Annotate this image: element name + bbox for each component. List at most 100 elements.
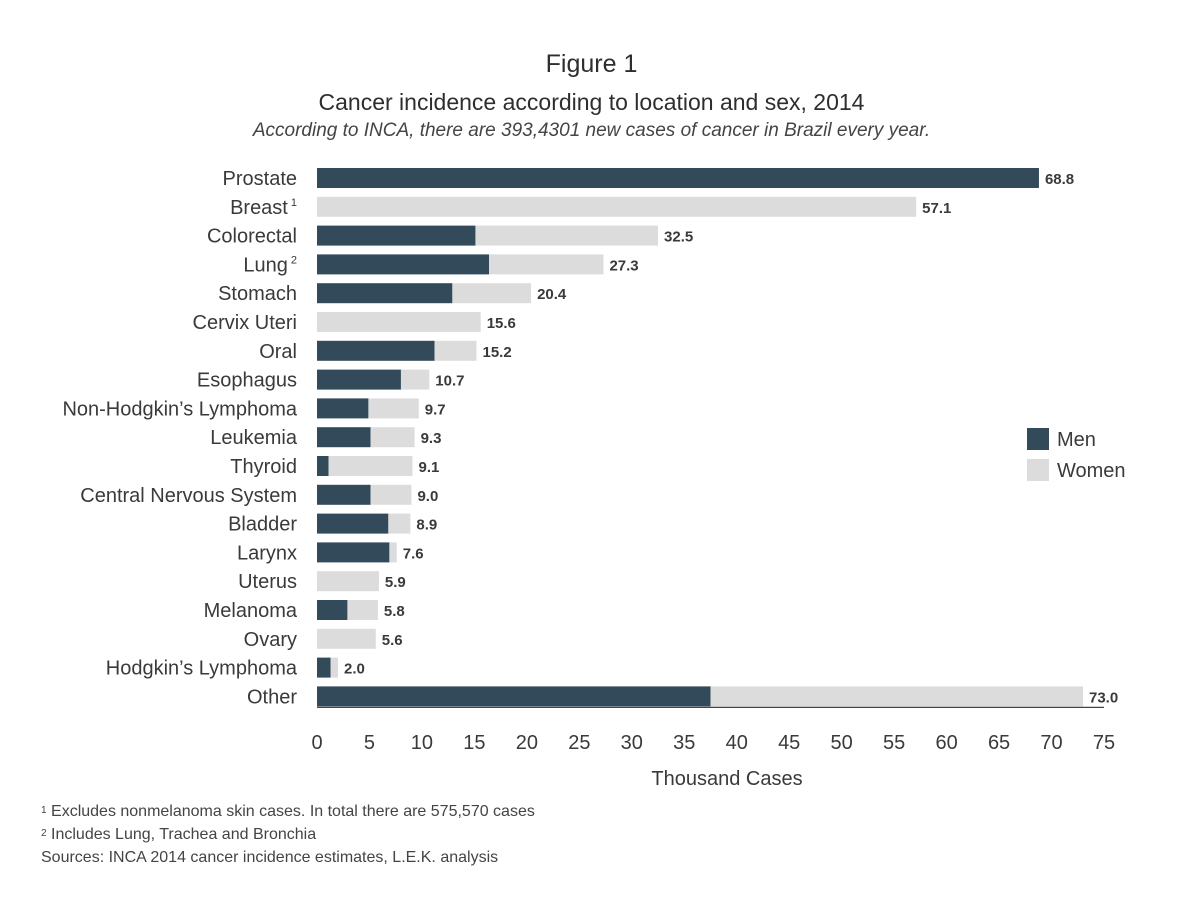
total-value-label: 7.6 <box>403 545 424 562</box>
x-tick-label: 30 <box>621 732 643 754</box>
bar-men <box>317 456 329 476</box>
total-value-label: 15.6 <box>487 315 516 332</box>
footnote-1: 1 Excludes nonmelanoma skin cases. In to… <box>41 803 535 820</box>
x-tick-label: 45 <box>778 732 800 754</box>
total-value-label: 8.9 <box>416 517 437 534</box>
legend-swatch <box>1027 459 1049 481</box>
bar-women <box>317 196 917 217</box>
bar-men <box>317 484 371 505</box>
bar-women <box>370 484 412 505</box>
bar-women <box>389 542 397 563</box>
footnotes: 1 Excludes nonmelanoma skin cases. In to… <box>41 800 535 869</box>
category-label: Non-Hodgkin’s Lymphoma <box>62 398 297 420</box>
bar-women <box>370 427 415 448</box>
legend-swatch <box>1027 428 1049 450</box>
category-label: Larynx <box>237 542 297 564</box>
bar-men <box>317 398 369 419</box>
total-value-label: 68.8 <box>1045 171 1074 188</box>
bar-men <box>317 542 390 563</box>
bar-women <box>434 340 477 361</box>
bar-men <box>317 513 389 534</box>
x-tick-label: 50 <box>831 732 853 754</box>
total-value-label: 5.9 <box>385 574 406 591</box>
x-tick-label: 70 <box>1040 732 1062 754</box>
x-tick-label: 0 <box>311 732 322 754</box>
category-label: Leukemia <box>210 427 298 449</box>
sources-note: Sources: INCA 2014 cancer incidence esti… <box>41 849 499 866</box>
bar-women <box>400 369 430 390</box>
chart-title: Cancer incidence according to location a… <box>318 89 865 115</box>
category-label: Hodgkin’s Lymphoma <box>106 658 298 680</box>
bar-men <box>317 340 435 361</box>
total-value-label: 9.0 <box>417 488 438 505</box>
bar-women <box>388 513 411 534</box>
legend-label: Women <box>1057 460 1126 482</box>
category-label: Colorectal <box>207 226 297 248</box>
bar-men <box>317 369 401 390</box>
total-value-label: 9.7 <box>425 401 446 418</box>
category-label: Melanoma <box>204 600 298 622</box>
category-label: Central Nervous System <box>80 485 297 507</box>
bar-women <box>475 225 659 246</box>
x-tick-label: 65 <box>988 732 1010 754</box>
bar-men <box>317 427 371 448</box>
x-tick-label: 60 <box>935 732 957 754</box>
x-tick-label: 55 <box>883 732 905 754</box>
category-label: Prostate <box>223 168 297 190</box>
bar-women <box>710 686 1084 707</box>
total-value-label: 2.0 <box>344 661 365 678</box>
bar-women <box>317 628 376 649</box>
total-value-label: 20.4 <box>537 286 567 303</box>
total-value-label: 15.2 <box>482 344 511 361</box>
category-label: Ovary <box>244 629 297 651</box>
x-tick-label: 15 <box>463 732 485 754</box>
bar-women <box>368 398 419 419</box>
bar-women <box>347 600 378 620</box>
category-label: Lung 2 <box>243 254 297 276</box>
x-tick-label: 20 <box>516 732 538 754</box>
bar-men <box>317 225 476 246</box>
total-value-label: 5.8 <box>384 603 405 620</box>
x-tick-label: 25 <box>568 732 590 754</box>
category-label: Oral <box>259 341 297 363</box>
category-label: Breast 1 <box>230 197 297 219</box>
x-tick-label: 10 <box>411 732 433 754</box>
total-value-label: 9.1 <box>418 459 439 476</box>
bar-women <box>317 312 481 332</box>
category-label: Other <box>247 686 297 708</box>
category-label: Stomach <box>218 283 297 305</box>
bar-men <box>317 657 331 678</box>
chart-subtitle: According to INCA, there are 393,4301 ne… <box>252 120 931 141</box>
bar-women <box>452 283 532 304</box>
category-label: Uterus <box>238 571 297 593</box>
bar-men <box>317 254 490 275</box>
total-value-label: 27.3 <box>609 257 638 274</box>
total-value-label: 9.3 <box>421 430 442 447</box>
total-value-label: 10.7 <box>435 373 464 390</box>
x-axis-title: Thousand Cases <box>651 768 802 790</box>
bar-chart: Prostate 68.8 Breast 1 57.1 Colorectal 32.5 Lun… <box>62 168 1126 790</box>
category-label: Thyroid <box>230 456 297 478</box>
bar-women <box>330 657 338 678</box>
x-tick-label: 40 <box>726 732 748 754</box>
figure-label: Figure 1 <box>545 50 638 78</box>
x-tick-label: 35 <box>673 732 695 754</box>
total-value-label: 32.5 <box>664 229 693 246</box>
x-tick-label: 75 <box>1093 732 1115 754</box>
category-label: Esophagus <box>197 370 297 392</box>
bar-men <box>317 168 1039 188</box>
total-value-label: 73.0 <box>1089 689 1118 706</box>
category-label: Cervix Uteri <box>193 312 297 334</box>
total-value-label: 5.6 <box>382 632 403 649</box>
bar-women <box>328 456 413 476</box>
bar-men <box>317 686 711 707</box>
footnote-2: 2 Includes Lung, Trachea and Bronchia <box>41 826 317 843</box>
bar-women <box>489 254 604 275</box>
bar-men <box>317 600 348 620</box>
category-label: Bladder <box>228 514 297 536</box>
legend-label: Men <box>1057 429 1096 451</box>
total-value-label: 57.1 <box>922 200 951 217</box>
bar-women <box>317 571 379 592</box>
x-tick-label: 5 <box>364 732 375 754</box>
bar-men <box>317 283 453 304</box>
